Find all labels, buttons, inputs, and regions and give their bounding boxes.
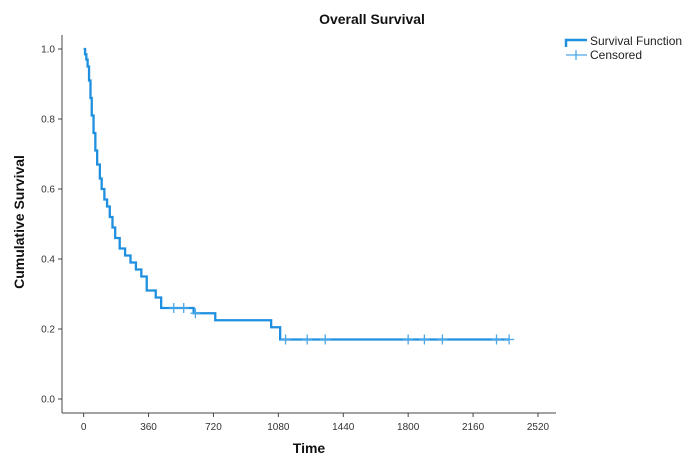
x-tick-label: 1080 [267, 422, 290, 433]
censored-marker [302, 334, 313, 345]
y-tick-label: 0.0 [41, 395, 55, 406]
censored-marker [168, 303, 179, 313]
x-tick-label: 2160 [462, 422, 485, 433]
x-tick-label: 720 [205, 422, 222, 433]
censored-marker [280, 334, 291, 345]
x-tick-label: 1440 [332, 422, 355, 433]
y-tick-label: 0.6 [41, 185, 55, 196]
y-tick-label: 0.8 [41, 115, 55, 126]
x-tick-label: 2520 [527, 422, 550, 433]
legend-label-survival-function: Survival Function [590, 34, 682, 48]
axes: 0.0 0.2 0.4 0.6 0.8 1.0 0 360 720 1080 1440 1800 216… [41, 35, 556, 433]
chart-title: Overall Survival [319, 11, 425, 27]
x-tick-label: 0 [81, 422, 87, 433]
legend: Survival Function Censored [564, 34, 682, 62]
censored-marker [178, 303, 189, 313]
legend-label-censored: Censored [590, 48, 642, 62]
y-axis-title: Cumulative Survival [11, 155, 27, 289]
censored-marker [491, 334, 502, 345]
survival-function-line [83, 47, 510, 341]
censored-marker [403, 334, 414, 345]
censored-marker [320, 334, 331, 345]
x-tick-label: 360 [140, 422, 157, 433]
censored-marker [437, 334, 448, 345]
censored-marker [419, 334, 430, 345]
plot-area [83, 47, 515, 345]
y-tick-label: 1.0 [41, 45, 55, 56]
censored-marker [504, 334, 515, 345]
x-tick-label: 1800 [397, 422, 420, 433]
censored-marker [190, 308, 201, 319]
x-axis-title: Time [293, 440, 326, 456]
legend-swatch-survival-function [564, 38, 587, 47]
y-tick-label: 0.4 [41, 255, 55, 266]
y-tick-label: 0.2 [41, 325, 55, 336]
